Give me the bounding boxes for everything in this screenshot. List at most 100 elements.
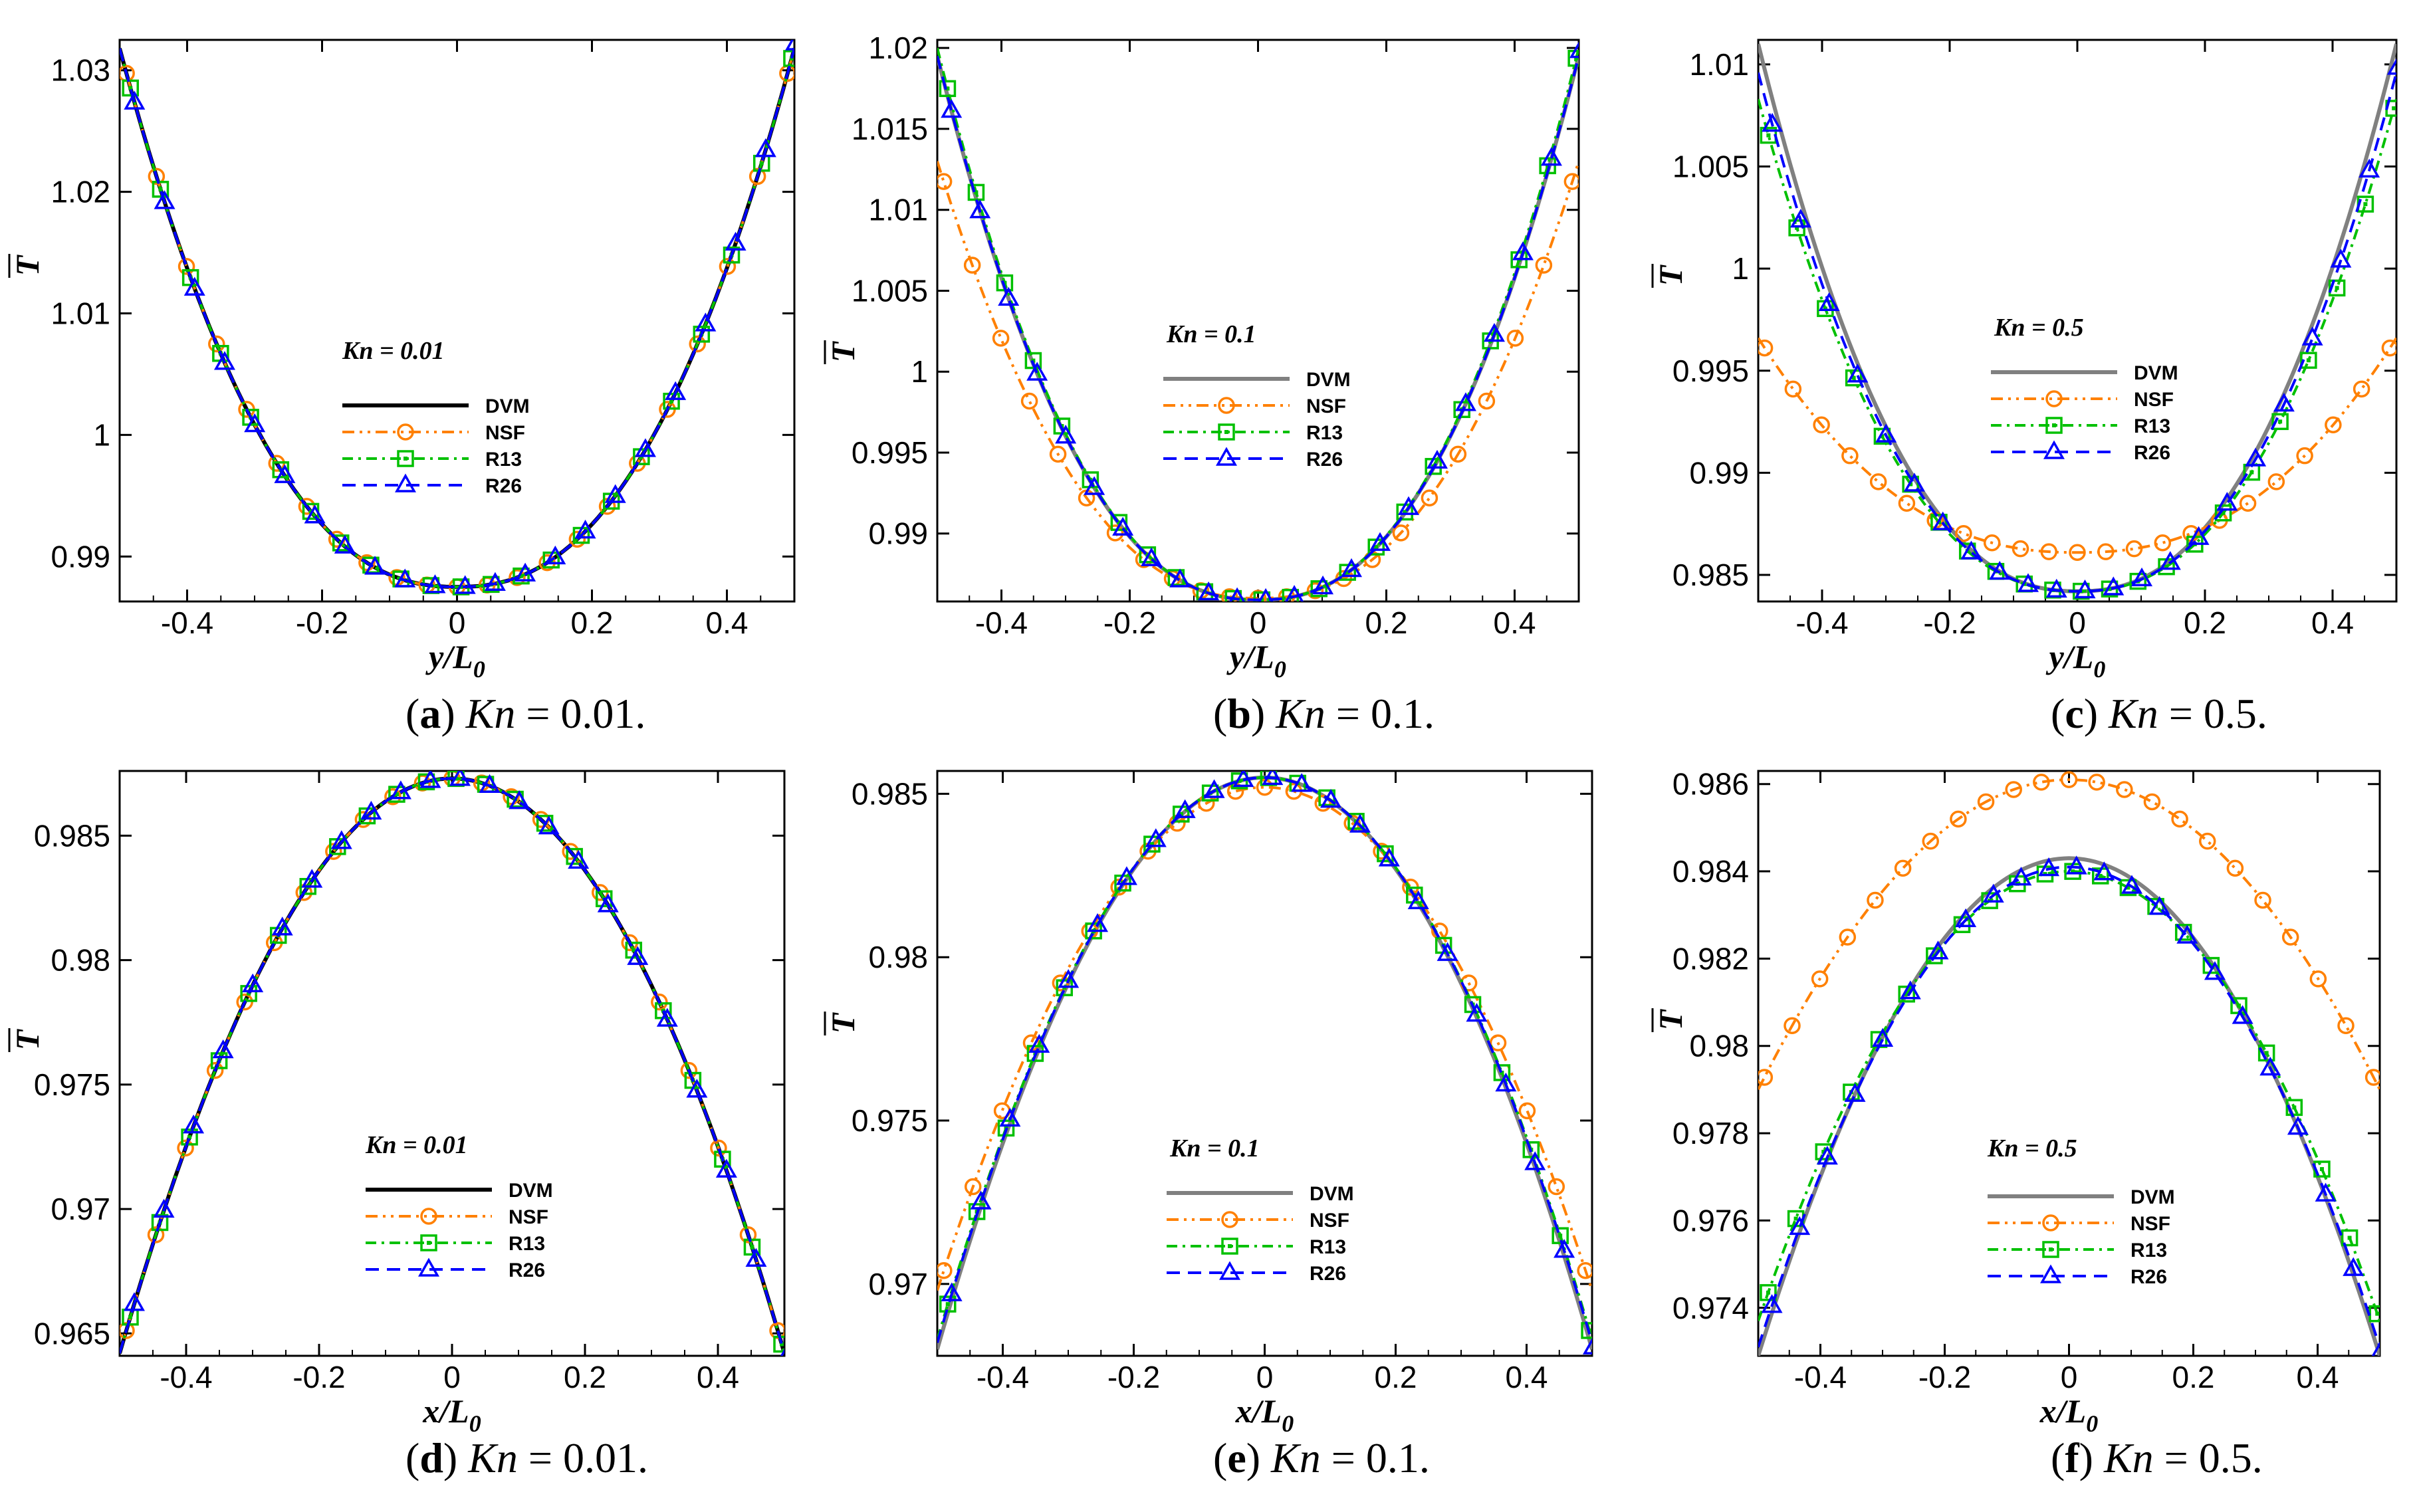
marker-r26 <box>1932 511 1954 530</box>
marker-nsf <box>2353 380 2370 398</box>
legend-label-nsf: NSF <box>2130 1213 2170 1235</box>
y-tick-label: 0.985 <box>1672 558 1749 592</box>
marker-r13-dot <box>789 56 794 60</box>
marker-nsf <box>206 1061 224 1079</box>
marker-r13 <box>967 183 985 201</box>
marker-r26 <box>597 893 619 913</box>
legend-marker-r13 <box>2042 1241 2059 1258</box>
marker-r26 <box>754 138 776 158</box>
x-axis-label: x/L0 <box>422 1392 481 1437</box>
marker-nsf <box>1811 970 1829 988</box>
marker-r26 <box>1789 209 1811 228</box>
marker-r13-dot <box>2249 470 2254 475</box>
marker-r13-dot <box>1877 1037 1881 1042</box>
marker-r13-dot <box>1403 510 1407 514</box>
marker-nsf <box>1867 891 1884 909</box>
marker-nsf <box>992 330 1010 347</box>
legend-label-r13: R13 <box>2130 1240 2167 1261</box>
x-tick-label: 0 <box>449 605 466 640</box>
marker-r13-dot <box>1793 1216 1798 1221</box>
marker-nsf <box>358 554 376 572</box>
marker-nsf <box>177 258 195 275</box>
marker-nsf <box>2381 339 2396 357</box>
marker-r13 <box>595 890 613 908</box>
marker-r26 <box>244 413 266 433</box>
x-tick-label: 0.2 <box>1375 1360 1417 1394</box>
marker-r26 <box>212 1039 234 1059</box>
x-tick-label: -0.2 <box>1107 1360 1160 1394</box>
x-tick-label: 0.4 <box>697 1360 739 1394</box>
marker-r13 <box>1230 772 1248 790</box>
marker-r26 <box>1229 587 1246 601</box>
x-tick-label: 0.4 <box>2311 605 2354 640</box>
legend-label-r13: R13 <box>2134 415 2170 437</box>
marker-r26 <box>715 1158 737 1178</box>
marker-r26 <box>419 771 441 788</box>
marker-r26 <box>538 815 560 835</box>
panel-caption: (e) Kn = 0.1. <box>1213 1434 1430 1481</box>
legend-label-nsf: NSF <box>509 1206 548 1228</box>
series-group <box>120 40 794 595</box>
marker-r26 <box>1369 532 1391 551</box>
marker-r13 <box>997 1119 1015 1137</box>
marker-r26 <box>2315 1182 2337 1202</box>
marker-nsf <box>1894 859 1912 877</box>
marker-r13-dot <box>1880 434 1885 439</box>
marker-r26 <box>1426 449 1448 469</box>
marker-r26 <box>390 780 411 800</box>
marker-r26 <box>2216 492 2238 511</box>
y-tick-label: 0.995 <box>852 435 928 470</box>
marker-nsf <box>1898 494 1916 512</box>
marker-nsf <box>1955 524 1972 542</box>
marker-r26 <box>2045 578 2067 598</box>
marker-r13-dot <box>2264 1051 2269 1055</box>
legend-marker-nsf <box>420 1208 437 1225</box>
marker-nsf <box>568 530 586 548</box>
marker-r26 <box>2159 551 2181 570</box>
series-line-r13 <box>1758 869 2380 1322</box>
marker-r26 <box>124 1292 145 1311</box>
series-line-r26 <box>937 776 1592 1343</box>
legend-marker-nsf <box>1218 397 1235 414</box>
marker-r13 <box>2328 279 2346 297</box>
marker-r13 <box>743 1238 761 1256</box>
marker-r26 <box>1554 1239 1575 1258</box>
marker-r26 <box>1087 913 1109 932</box>
marker-r26 <box>334 534 356 554</box>
marker-nsf <box>1922 832 1939 850</box>
legend-label-nsf: NSF <box>2134 389 2174 411</box>
marker-r13-dot <box>2107 587 2112 592</box>
marker-r26 <box>695 312 717 332</box>
marker-nsf <box>2171 810 2188 828</box>
marker-r13-dot <box>780 1342 784 1347</box>
marker-r26 <box>1203 779 1225 798</box>
legend-label-r26: R26 <box>509 1259 545 1281</box>
marker-nsf <box>1489 1034 1507 1051</box>
marker-nsf <box>1784 1017 1801 1034</box>
y-tick-label: 0.98 <box>51 943 110 978</box>
legend-marker-nsf <box>2045 390 2063 407</box>
x-tick-label: 0 <box>1250 605 1267 640</box>
marker-r13-dot <box>308 509 313 514</box>
marker-r13 <box>1522 1141 1540 1158</box>
marker-r26 <box>2204 961 2226 980</box>
marker-r13-dot <box>945 86 950 91</box>
marker-r13-dot <box>1851 376 1856 380</box>
marker-nsf <box>120 1322 135 1339</box>
marker-r26 <box>515 562 536 582</box>
marker-r13 <box>151 1214 169 1232</box>
marker-r26 <box>183 1115 205 1134</box>
marker-r13 <box>1024 352 1042 370</box>
marker-nsf <box>147 1226 165 1243</box>
marker-nsf <box>651 993 668 1011</box>
marker-nsf <box>177 1139 194 1157</box>
marker-r26 <box>1028 1033 1050 1053</box>
marker-nsf <box>2125 540 2143 558</box>
panel-caption: (b) Kn = 0.1. <box>1213 690 1435 737</box>
legend-label-nsf: NSF <box>1306 395 1346 417</box>
marker-r13 <box>1110 514 1128 531</box>
y-tick-label: 0.974 <box>1672 1291 1749 1325</box>
marker-r26 <box>1262 771 1284 786</box>
marker-r26 <box>941 98 963 118</box>
marker-r13-dot <box>1179 811 1183 816</box>
